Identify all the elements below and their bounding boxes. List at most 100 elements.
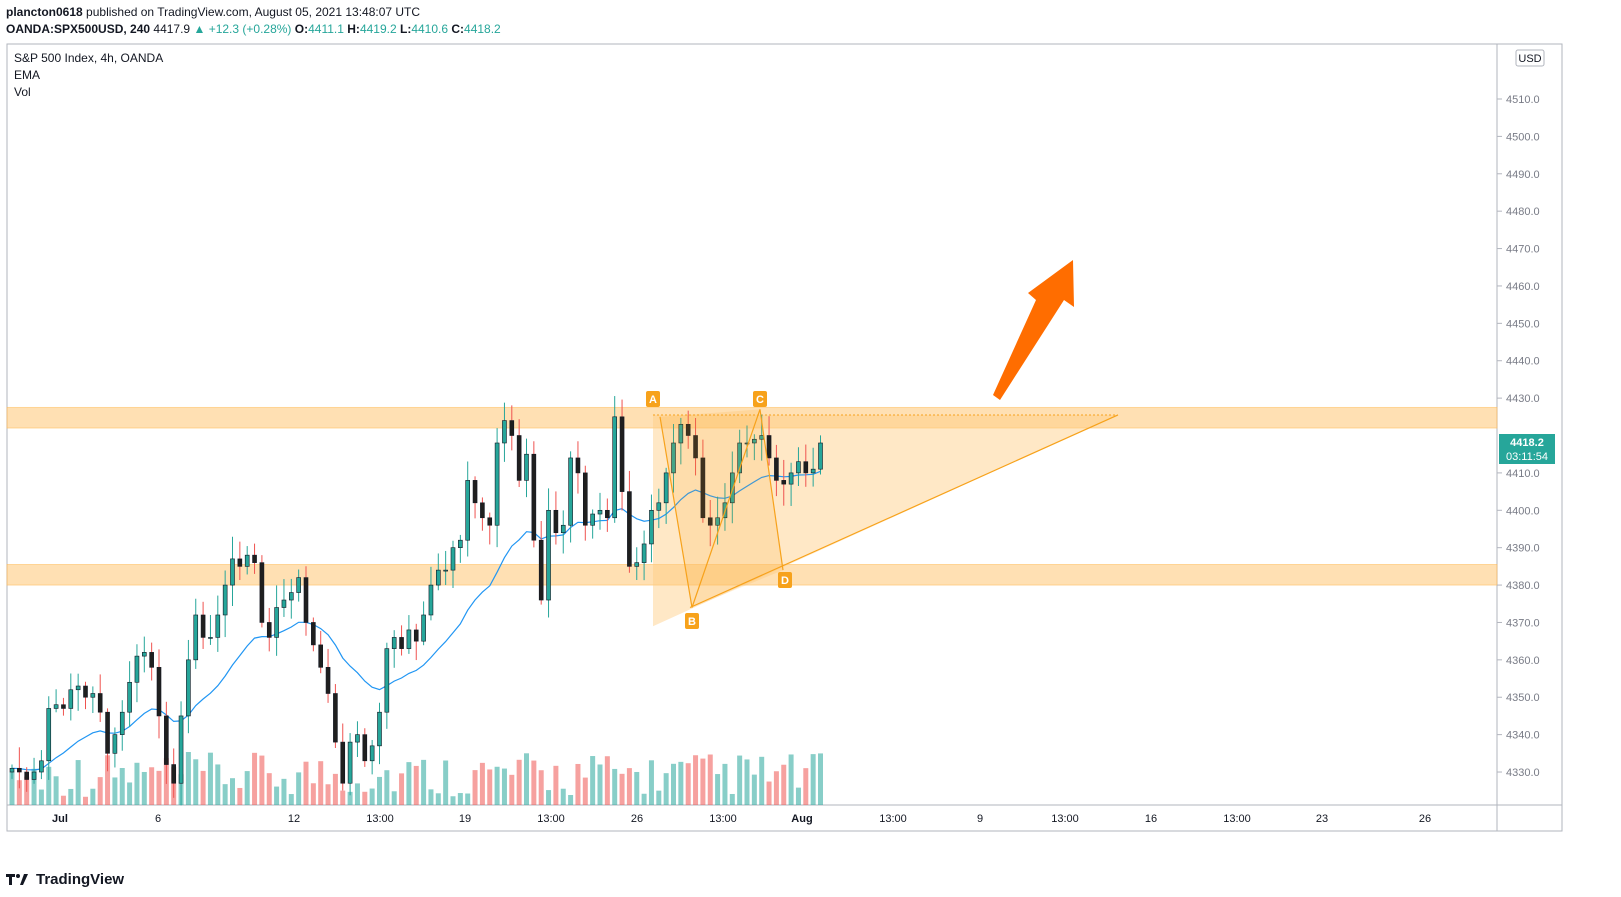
candle-body [384, 648, 390, 713]
candle-body [53, 704, 59, 709]
volume-bar [377, 776, 382, 805]
candle [663, 467, 669, 524]
price-tick-label: 4340.0 [1506, 730, 1540, 742]
candle [90, 686, 96, 714]
price-chart[interactable]: S&P 500 Index, 4h, OANDA EMA Vol A B C D 45… [0, 0, 1621, 860]
candle-body [156, 667, 162, 717]
open-value: 4411.1 [308, 22, 344, 36]
pattern-point-box [753, 391, 767, 407]
candle-body [605, 509, 610, 519]
low-label: L: [399, 22, 412, 36]
candle [818, 435, 823, 475]
volume-bar [141, 771, 147, 805]
candle [377, 702, 382, 765]
volume-bar [156, 770, 162, 805]
volume-bar [546, 790, 552, 805]
currency-badge[interactable]: USD [1518, 53, 1541, 65]
tradingview-brand[interactable]: TradingView [36, 870, 125, 888]
volume-bar [413, 765, 419, 805]
candle [810, 447, 816, 487]
time-tick-label: 9 [977, 813, 983, 825]
candle-body [39, 760, 44, 773]
candle [17, 747, 22, 789]
candle-body [516, 435, 522, 481]
candle-body [399, 637, 404, 649]
candle [266, 607, 272, 652]
candle [399, 625, 404, 656]
candle-body [487, 517, 493, 526]
volume-bar [715, 774, 721, 805]
candle-body [61, 704, 66, 709]
volume-bar [325, 784, 331, 805]
candle-body [171, 764, 176, 784]
candle [494, 428, 500, 548]
volume-bar [818, 753, 823, 805]
candle-body [700, 457, 706, 519]
symbol-label[interactable]: OANDA:SPX500USD, 240 [6, 22, 151, 36]
candle [252, 543, 257, 574]
candle-body [9, 767, 15, 773]
chart-header: plancton0618 published on TradingView.co… [6, 4, 501, 37]
candle [46, 696, 52, 780]
volume-bar [75, 760, 81, 805]
volume-bar [399, 773, 405, 805]
candle [134, 644, 140, 703]
time-tick-label: 16 [1145, 813, 1157, 825]
candle-body [685, 423, 691, 436]
candle [619, 399, 625, 511]
candle-body [810, 468, 816, 474]
price-tick-label: 4450.0 [1506, 318, 1540, 330]
candle-body [752, 438, 757, 444]
time-axis[interactable]: Jul 6 12 13:00 19 13:00 26 13:00 Aug 13:00 9 13:00 1… [52, 813, 1431, 825]
high-label: H: [347, 22, 360, 36]
author-name[interactable]: plancton0618 [6, 5, 83, 19]
candle [590, 509, 595, 539]
tradingview-logo-icon[interactable] [6, 872, 30, 886]
candle [303, 566, 309, 636]
candle-body [788, 472, 794, 485]
volume-bar [354, 783, 360, 805]
candle [685, 410, 691, 449]
price-axis[interactable]: 4510.0 4500.0 4490.0 4480.0 4470.0 4460.0 4450… [1497, 94, 1540, 779]
volume-bars [9, 752, 823, 805]
candle-body [186, 659, 191, 717]
volume-bar [252, 752, 258, 805]
candle [649, 494, 654, 563]
candle [458, 534, 463, 563]
volume-bar [237, 787, 243, 805]
pattern-point-label: D [781, 575, 789, 587]
candle-body [215, 614, 221, 638]
time-tick-label: 23 [1316, 813, 1328, 825]
candle [737, 429, 742, 484]
candle-body [31, 771, 37, 780]
candle-body [237, 558, 243, 567]
candle [369, 739, 375, 775]
candle [75, 673, 81, 711]
volume-bar [340, 790, 346, 805]
volume-bar [38, 789, 44, 805]
candle [796, 447, 801, 486]
candle-body [729, 472, 735, 504]
candle [68, 673, 74, 721]
candle-body [435, 569, 441, 586]
time-tick-label: 13:00 [1051, 813, 1079, 825]
candle [186, 639, 191, 734]
candle [612, 396, 618, 523]
candle [244, 546, 250, 575]
candle-body [252, 554, 257, 563]
candle-body [377, 711, 382, 747]
volume-bar [288, 794, 294, 805]
candle [355, 721, 360, 757]
candle-body [715, 517, 720, 526]
candle [406, 615, 412, 654]
candle [333, 684, 338, 749]
candle [774, 444, 779, 497]
time-tick-label: 26 [631, 813, 643, 825]
candle [781, 459, 787, 506]
volume-bar [707, 754, 713, 805]
candle [119, 700, 125, 751]
candle [435, 553, 441, 591]
volume-bar [487, 769, 493, 805]
candle [222, 570, 228, 638]
price-zone [6, 406, 1498, 429]
